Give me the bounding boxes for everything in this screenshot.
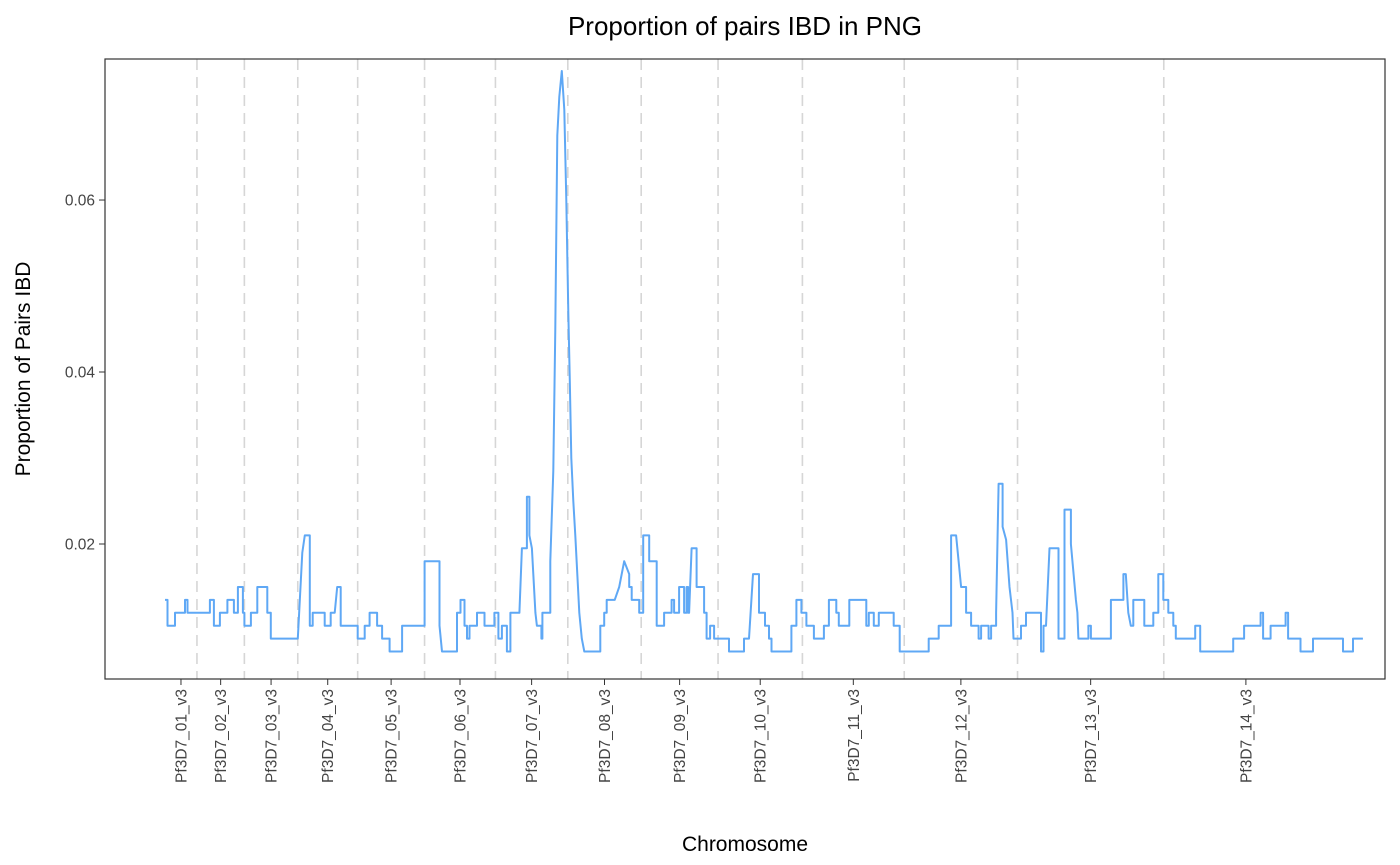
plot-line-group [165, 70, 1363, 653]
ibd-series-line [165, 70, 1363, 653]
x-tick-label: Pf3D7_02_v3 [213, 689, 230, 783]
x-axis-title: Chromosome [682, 833, 808, 856]
x-tick-label: Pf3D7_03_v3 [264, 689, 281, 783]
y-axis-title: Proportion of Pairs IBD [12, 262, 35, 477]
x-tick-label: Pf3D7_10_v3 [753, 689, 770, 783]
y-tick-label: 0.02 [65, 536, 95, 553]
x-tick-label: Pf3D7_08_v3 [597, 689, 614, 783]
x-tick-label: Pf3D7_12_v3 [953, 689, 970, 783]
x-tick-label: Pf3D7_04_v3 [320, 689, 337, 783]
chart-title: Proportion of pairs IBD in PNG [568, 11, 922, 41]
x-tick-label: Pf3D7_09_v3 [672, 689, 689, 783]
y-tick-label: 0.04 [65, 365, 96, 382]
x-tick-label: Pf3D7_05_v3 [384, 689, 401, 783]
x-tick-label: Pf3D7_14_v3 [1238, 689, 1255, 783]
plot-panel [104, 58, 1386, 680]
chromosome-boundaries [196, 59, 1165, 679]
x-tick-label: Pf3D7_01_v3 [173, 689, 190, 783]
y-axis: 0.02 0.04 0.06 [65, 193, 105, 553]
y-tick-label: 0.06 [65, 193, 95, 210]
x-tick-label: Pf3D7_11_v3 [846, 689, 863, 782]
x-axis: Pf3D7_01_v3 Pf3D7_02_v3 Pf3D7_03_v3 Pf3D7_0… [173, 679, 1255, 783]
x-tick-label: Pf3D7_13_v3 [1083, 689, 1100, 783]
x-tick-label: Pf3D7_07_v3 [524, 689, 541, 783]
x-tick-label: Pf3D7_06_v3 [452, 689, 469, 783]
